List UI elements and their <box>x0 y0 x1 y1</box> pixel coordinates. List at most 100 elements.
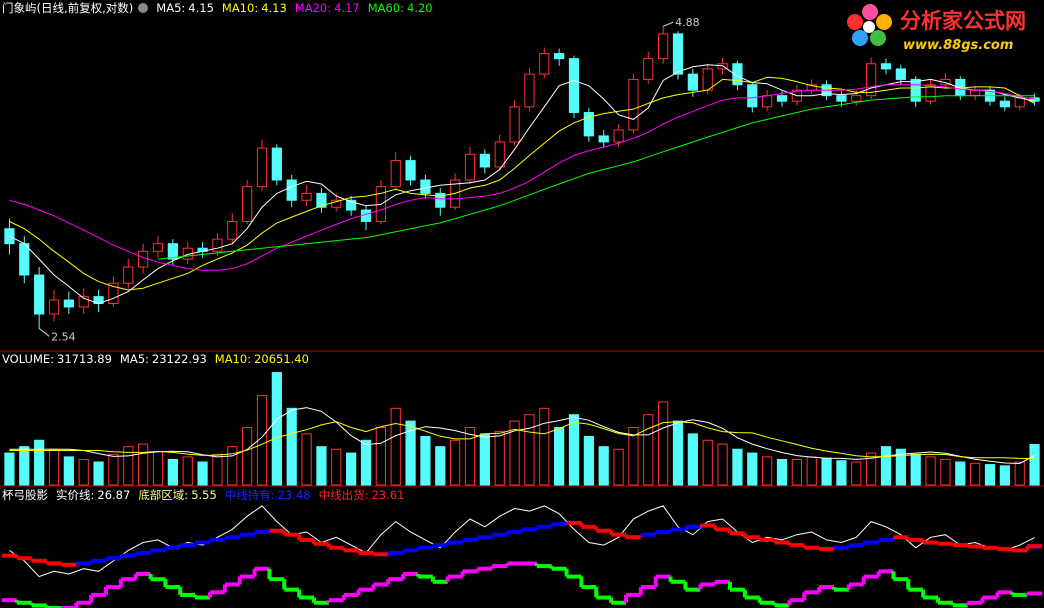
candle-body <box>568 58 580 113</box>
ma-legend: MA5: 4.15 <box>156 1 214 15</box>
volume-bar <box>301 433 312 486</box>
candle-body <box>880 63 892 70</box>
midline-step <box>757 537 775 542</box>
candle-body <box>554 53 565 60</box>
bottom-zone-step <box>430 576 448 584</box>
ma-legend: MA60: 4.20 <box>368 1 433 15</box>
bottom-zone-step <box>609 597 626 605</box>
midline-step <box>44 560 62 566</box>
candle-body <box>435 192 446 208</box>
volume-ma-legend: MA5: 23122.93 <box>120 352 207 366</box>
bottom-zone-step <box>1025 591 1042 596</box>
indicator-legend-name: 实价线: <box>56 488 95 502</box>
bottom-zone-step <box>297 589 314 600</box>
candle-body <box>925 84 936 102</box>
ma-legend-name: MA20: <box>294 1 332 15</box>
midline-step <box>995 547 1013 552</box>
ma-legend-value: 4.20 <box>407 1 433 15</box>
volume-bar <box>539 407 550 486</box>
bottom-zone-step <box>386 577 404 585</box>
volume-bar <box>464 427 476 486</box>
volume-bar <box>747 452 758 486</box>
volume-bar <box>791 458 802 486</box>
volume-bar <box>138 443 149 486</box>
bottom-zone-step <box>490 564 508 569</box>
volume-bar <box>925 456 936 486</box>
candle-body <box>479 153 490 168</box>
candle-body <box>301 192 312 201</box>
volume-bar <box>78 458 89 486</box>
volume-bar <box>48 448 60 486</box>
bottom-zone-step <box>683 581 701 592</box>
bottom-zone-step <box>995 590 1013 598</box>
midline-step <box>401 548 418 553</box>
volume-bar <box>524 414 535 486</box>
bottom-zone-step <box>950 602 968 608</box>
candle-body <box>19 243 30 276</box>
volume-bar <box>806 456 817 486</box>
bottom-zone-step <box>104 585 121 595</box>
volume-bar <box>375 427 386 486</box>
volume-bar <box>613 448 624 486</box>
candle-body <box>420 179 431 194</box>
ma-legend-name: MA10: <box>221 1 259 15</box>
midline-step <box>178 543 196 548</box>
midline-step <box>416 545 433 551</box>
candle-body <box>256 147 268 188</box>
volume-bar <box>494 430 505 486</box>
bottom-zone-step <box>817 585 834 593</box>
midline-step <box>74 561 92 566</box>
midline-step <box>772 539 790 545</box>
bottom-zone-step <box>118 577 136 588</box>
bottom-zone-step <box>1010 592 1028 597</box>
bottom-zone-step <box>980 595 998 603</box>
volume-bar <box>554 427 565 486</box>
ma-line <box>157 95 1035 260</box>
volume-bar <box>1029 443 1040 486</box>
volume-bar <box>836 460 847 486</box>
volume-ma-name: MA10: <box>214 352 252 366</box>
bottom-zone-step <box>549 566 567 571</box>
midline-step <box>936 541 953 546</box>
candle-body <box>316 192 327 208</box>
midline-step <box>163 545 181 551</box>
midline-step <box>356 550 374 555</box>
volume-value: 31713.89 <box>57 352 112 366</box>
volume-bar <box>762 456 773 486</box>
bottom-zone-step <box>742 589 760 600</box>
indicator-legend-value: 23.61 <box>371 488 405 502</box>
bottom-zone-step <box>74 600 92 608</box>
midline-step <box>326 543 344 550</box>
midline-step <box>802 545 820 550</box>
candle-body <box>509 106 520 143</box>
volume-bar <box>93 461 104 486</box>
bottom-zone-step <box>846 582 864 590</box>
midline-step <box>965 544 983 549</box>
midline-step <box>906 537 924 542</box>
bottom-zone-step <box>460 569 478 577</box>
midline-step <box>237 532 255 538</box>
midline-step <box>579 522 597 529</box>
midline-step <box>104 556 121 561</box>
bottom-zone-step <box>163 579 181 590</box>
midline-step <box>520 527 537 533</box>
volume-bar <box>717 443 728 486</box>
candle-body <box>212 238 223 252</box>
volume-bar <box>152 451 164 486</box>
volume-bar <box>732 448 743 486</box>
volume-bar <box>390 407 401 486</box>
candle-body <box>539 53 550 75</box>
volume-bar <box>316 446 327 486</box>
candle-body <box>970 89 981 97</box>
volume-bar <box>851 461 862 486</box>
volume-bar <box>108 453 119 486</box>
volume-bar <box>598 446 609 486</box>
midline-step <box>430 543 448 548</box>
bottom-zone-step <box>148 573 166 582</box>
midline-step <box>1010 548 1028 553</box>
bottom-zone-step <box>832 587 849 592</box>
candle-body <box>999 100 1010 108</box>
candle-body <box>643 58 654 80</box>
volume-bar <box>346 452 357 486</box>
candle-body <box>346 199 357 211</box>
